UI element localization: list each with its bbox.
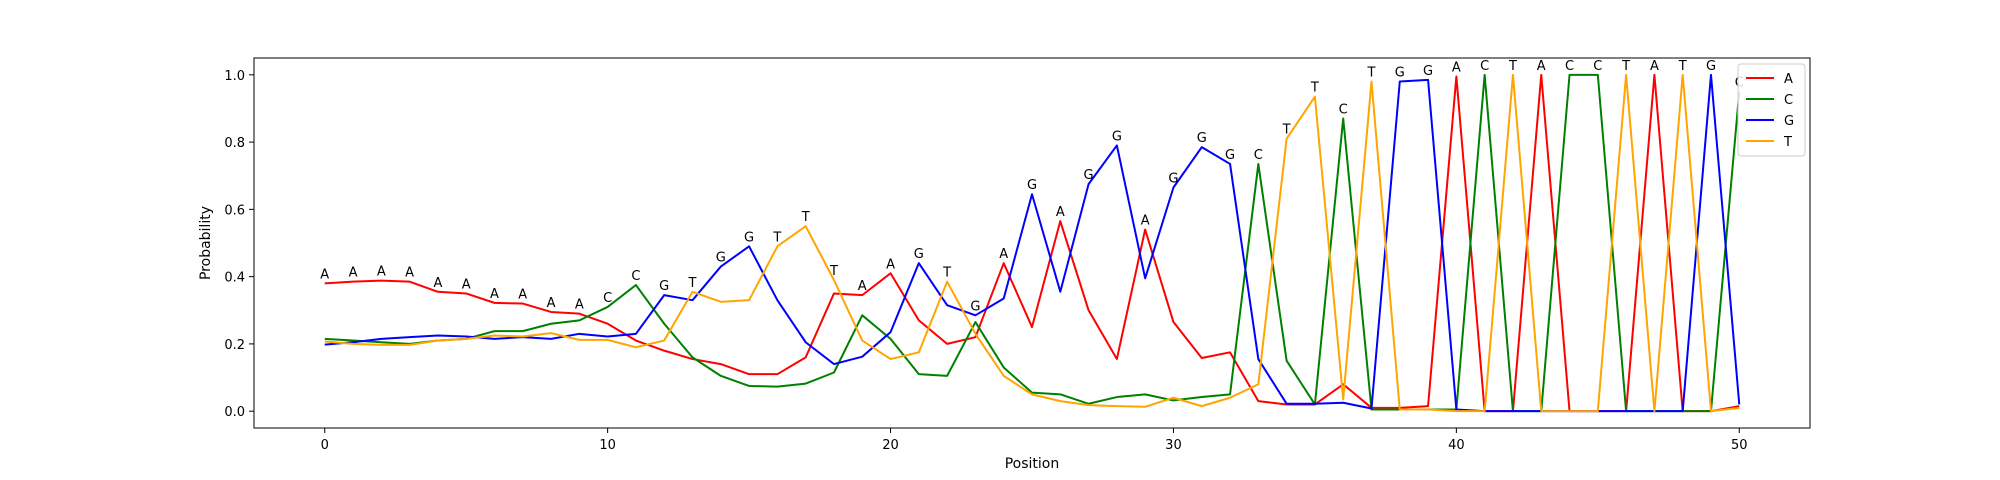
- peak-base-label: A: [1452, 61, 1461, 76]
- peak-base-label: C: [1593, 59, 1602, 74]
- plot-frame: [253, 57, 1811, 429]
- peak-base-label: G: [1027, 178, 1037, 193]
- peak-base-label: A: [349, 266, 358, 281]
- legend-box: [1737, 63, 1806, 157]
- y-tick-label: 0.2: [224, 338, 245, 353]
- peak-base-label: A: [462, 277, 471, 292]
- peak-base-label: G: [1706, 59, 1716, 74]
- peak-base-label: A: [1141, 214, 1150, 229]
- y-tick-label: 0.0: [224, 405, 245, 420]
- x-tick-label: 30: [1165, 438, 1182, 453]
- peak-base-label: A: [433, 276, 442, 291]
- series-layer: [324, 73, 1741, 413]
- series-line-c: [324, 73, 1741, 413]
- peak-base-label: A: [518, 288, 527, 303]
- legend-label-g: G: [1784, 114, 1794, 129]
- peak-base-label: T: [801, 210, 810, 225]
- peak-base-label: G: [1168, 172, 1178, 187]
- peak-base-label: T: [772, 230, 781, 245]
- peak-base-label: A: [405, 266, 414, 281]
- legend-label-a: A: [1784, 72, 1793, 87]
- peak-base-label: C: [631, 269, 640, 284]
- legend-label-t: T: [1783, 135, 1792, 150]
- peak-base-label: A: [886, 257, 895, 272]
- peak-base-label: A: [575, 298, 584, 313]
- x-tick-label: 10: [599, 438, 616, 453]
- peak-base-label: T: [688, 276, 697, 291]
- peak-base-label: G: [1084, 168, 1094, 183]
- peak-base-label: G: [744, 230, 754, 245]
- peak-base-label: A: [1650, 59, 1659, 74]
- peak-base-label: A: [377, 265, 386, 280]
- y-tick-label: 0.6: [224, 203, 245, 218]
- peak-base-label: A: [1537, 59, 1546, 74]
- peak-base-label: A: [320, 267, 329, 282]
- series-line-g: [324, 73, 1741, 413]
- peak-base-label: G: [1423, 64, 1433, 79]
- series-line-t: [324, 73, 1740, 413]
- peak-base-label: T: [1310, 81, 1319, 96]
- peak-base-label: A: [858, 279, 867, 294]
- peak-base-label: C: [1254, 148, 1263, 163]
- y-tick-label: 0.8: [224, 136, 245, 151]
- legend-label-c: C: [1784, 93, 1793, 108]
- peak-base-label: G: [716, 251, 726, 266]
- peak-base-label: C: [1480, 59, 1489, 74]
- peak-base-label: T: [1678, 59, 1687, 74]
- peak-base-label: G: [659, 279, 669, 294]
- peak-base-label: G: [1225, 148, 1235, 163]
- peak-label-layer: A A A A A A A A A A C C G T G G T T T A A G T G A G A G G A G G G C T T C T G G…: [320, 59, 1744, 314]
- y-tick-label: 0.4: [224, 271, 245, 286]
- peak-base-label: T: [942, 266, 951, 281]
- peak-base-label: A: [999, 247, 1008, 262]
- peak-base-label: G: [1197, 131, 1207, 146]
- x-tick-label: 40: [1448, 438, 1465, 453]
- peak-base-label: C: [1339, 103, 1348, 118]
- peak-base-label: T: [1508, 59, 1517, 74]
- y-axis: 0.0 0.2 0.4 0.6 0.8 1.0: [224, 69, 254, 420]
- peak-base-label: G: [970, 299, 980, 314]
- x-tick-label: 0: [321, 438, 329, 453]
- peak-base-label: A: [547, 296, 556, 311]
- peak-base-label: A: [490, 287, 499, 302]
- peak-base-label: G: [914, 247, 924, 262]
- peak-base-label: C: [603, 291, 612, 306]
- x-tick-label: 50: [1731, 438, 1748, 453]
- peak-base-label: T: [1367, 66, 1376, 81]
- peak-base-label: A: [1056, 205, 1065, 220]
- peak-base-label: G: [1395, 66, 1405, 81]
- peak-base-label: T: [1621, 59, 1630, 74]
- x-axis-label: Position: [1005, 456, 1060, 472]
- x-tick-label: 20: [882, 438, 899, 453]
- x-axis: 0 10 20 30 40 50: [321, 428, 1748, 453]
- peak-base-label: T: [829, 264, 838, 279]
- y-tick-label: 1.0: [224, 69, 245, 84]
- peak-base-label: C: [1565, 59, 1574, 74]
- peak-base-label: G: [1112, 129, 1122, 144]
- peak-base-label: T: [1282, 123, 1291, 138]
- y-axis-label: Probability: [198, 206, 214, 280]
